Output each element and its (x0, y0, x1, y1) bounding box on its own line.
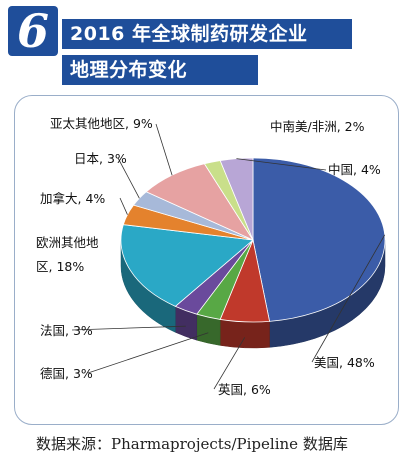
section-number-badge: 6 (8, 4, 58, 58)
leader-line-3 (71, 325, 186, 331)
chart-title-line-1: 2016 年全球制药研发企业 (62, 19, 352, 49)
pie-wall-1 (219, 319, 270, 349)
section-number: 6 (16, 4, 49, 58)
slice-label-4-line-1: 区, 18% (36, 259, 84, 274)
slice-label-2: 德国, 3% (40, 366, 93, 381)
slice-label-1: 英国, 6% (218, 382, 271, 397)
chart-title-line-2: 地理分布变化 (62, 55, 258, 85)
leader-line-1 (213, 337, 246, 390)
pie-slices (120, 157, 386, 323)
leader-line-0 (311, 234, 386, 363)
leader-line-2 (87, 332, 209, 374)
chart-frame (14, 95, 399, 425)
data-source-caption: 数据来源：Pharmaprojects/Pipeline 数据库 (36, 435, 348, 453)
slice-label-6: 日本, 3% (74, 151, 127, 166)
slice-label-4-line-0: 欧洲其他地 (36, 235, 99, 250)
slice-label-0: 美国, 48% (314, 355, 375, 370)
slice-label-3: 法国, 3% (40, 323, 93, 338)
leader-line-6 (117, 157, 140, 199)
leader-line-9 (236, 158, 327, 171)
slice-label-7: 亚太其他地区, 9% (50, 116, 153, 131)
leader-line-5 (119, 197, 128, 215)
slice-label-9: 中国, 4% (328, 162, 381, 177)
slice-label-5: 加拿大, 4% (40, 191, 105, 206)
pie-side-walls (120, 239, 386, 349)
slice-label-8: 中南美/非洲, 2% (270, 119, 365, 134)
leader-line-7 (155, 123, 173, 176)
pie-slice-4 (120, 224, 254, 307)
